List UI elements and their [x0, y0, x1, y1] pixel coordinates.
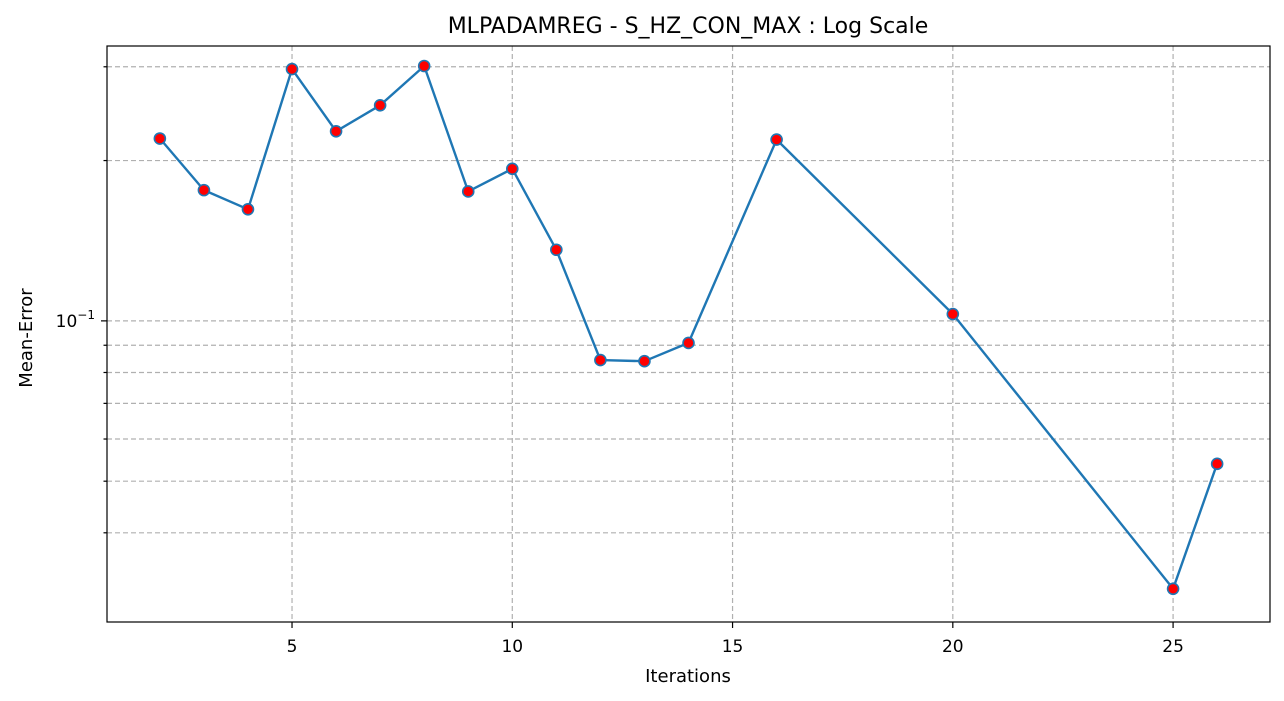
tick-layer: 5 10 15 20 25 10−1	[56, 66, 1184, 657]
chart-title: MLPADAMREG - S_HZ_CON_MAX : Log Scale	[448, 14, 929, 39]
data-point	[1210, 457, 1224, 471]
marker-layer	[153, 59, 1224, 596]
data-point	[285, 62, 299, 76]
data-point	[682, 336, 695, 350]
data-point	[594, 353, 607, 367]
x-tick-label: 25	[1162, 637, 1184, 657]
data-point	[1166, 582, 1180, 596]
data-point	[329, 124, 343, 138]
x-tick-label: 20	[942, 637, 964, 657]
data-point	[638, 354, 651, 368]
y-axis-label: Mean-Error	[16, 288, 37, 388]
data-point	[505, 162, 519, 176]
data-point	[417, 59, 431, 73]
data-point	[241, 202, 255, 216]
data-point	[770, 133, 783, 146]
x-tick-label: 10	[501, 637, 523, 657]
plot-frame	[106, 45, 1271, 623]
data-point	[550, 243, 563, 257]
data-point	[461, 185, 475, 198]
x-axis-label: Iterations	[645, 666, 731, 687]
series-line	[158, 64, 1219, 590]
x-tick-label: 15	[722, 637, 744, 657]
data-point	[946, 307, 960, 321]
data-point	[197, 183, 211, 197]
y-tick-label: 10−1	[56, 308, 95, 332]
data-point	[373, 98, 387, 112]
data-point	[153, 132, 167, 145]
grid-lines	[107, 46, 1270, 622]
series-layer	[158, 64, 1219, 590]
x-tick-label: 5	[287, 637, 298, 657]
